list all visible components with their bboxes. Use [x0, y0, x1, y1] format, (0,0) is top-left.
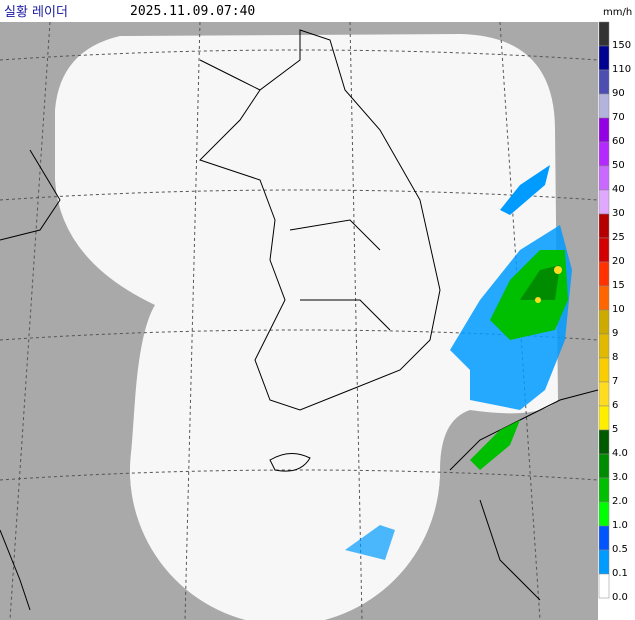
legend-label: 9: [612, 328, 618, 339]
legend-label: 10: [612, 304, 625, 315]
legend-label: 0.1: [612, 568, 628, 579]
legend-label: 110: [612, 64, 631, 75]
legend-swatch: [598, 93, 610, 119]
legend-label: 7: [612, 376, 618, 387]
legend-swatch: [598, 117, 610, 143]
legend-label: 15: [612, 280, 625, 291]
legend-swatch: [598, 525, 610, 551]
legend-swatch: [598, 549, 610, 575]
legend-label: 40: [612, 184, 625, 195]
legend-swatch: [598, 573, 610, 599]
legend-label: 25: [612, 232, 625, 243]
legend-label: 6: [612, 400, 618, 411]
legend-label: 0.5: [612, 544, 628, 555]
legend-swatch: [598, 333, 610, 359]
unit: mm/h: [603, 7, 632, 18]
legend-label: 4.0: [612, 448, 628, 459]
legend-swatch: [598, 189, 610, 215]
legend-label: 5: [612, 424, 618, 435]
legend-swatch: [598, 309, 610, 335]
grid: [0, 21, 599, 620]
legend-label: 3.0: [612, 472, 628, 483]
legend-label: 70: [612, 112, 625, 123]
legend-label: 30: [612, 208, 625, 219]
timestamp: 2025.11.09.07:40: [130, 4, 255, 19]
legend-swatch: [598, 405, 610, 431]
legend-label: 150: [612, 40, 631, 51]
legend-swatch: [598, 285, 610, 311]
radar-coverage: [130, 315, 440, 620]
legend-label: 8: [612, 352, 618, 363]
legend-swatch: [598, 261, 610, 287]
title: 실황 레이더: [4, 5, 68, 20]
map: [0, 21, 599, 620]
legend-swatch: [598, 357, 610, 383]
legend-swatch: [598, 501, 610, 527]
legend-swatch: [598, 165, 610, 191]
legend-swatch: [598, 141, 610, 167]
legend-swatch: [598, 21, 610, 47]
legend-label: 20: [612, 256, 625, 267]
legend-swatch: [598, 237, 610, 263]
legend-swatch: [598, 453, 610, 479]
legend-label: 90: [612, 88, 625, 99]
legend-swatch: [598, 477, 610, 503]
legend-label: 0.0: [612, 592, 628, 603]
legend-swatch: [598, 381, 610, 407]
legend-swatch: [598, 69, 610, 95]
legend-swatch: [598, 429, 610, 455]
legend: 150 110 90 70 60 50 40 30 25 20 15 10 9 8 7 6 5 4.0 3.0 2.0…: [598, 21, 631, 603]
legend-label: 2.0: [612, 496, 628, 507]
header-bar: [0, 0, 635, 22]
legend-label: 50: [612, 160, 625, 171]
legend-swatch: [598, 213, 610, 239]
legend-label: 1.0: [612, 520, 628, 531]
legend-swatch: [598, 45, 610, 71]
legend-label: 60: [612, 136, 625, 147]
precipitation: [345, 165, 572, 560]
